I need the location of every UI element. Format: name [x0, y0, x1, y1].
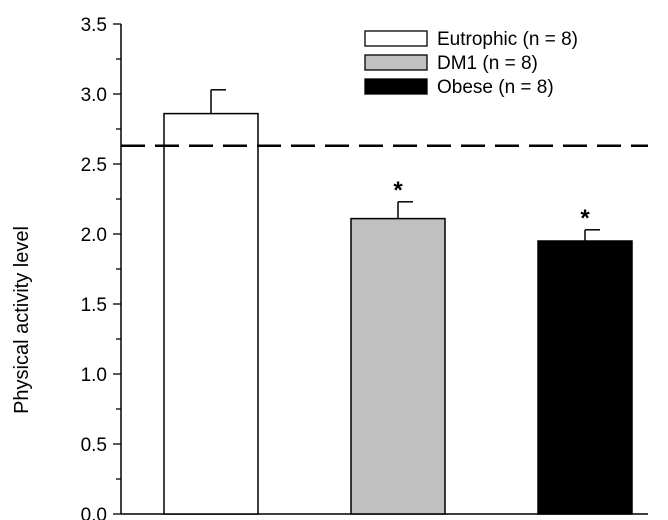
legend-swatch	[364, 54, 428, 71]
y-tick-label: 0.5	[81, 435, 107, 456]
significance-marker: *	[393, 177, 403, 204]
bar	[163, 112, 259, 515]
y-tick-label: 1.0	[81, 365, 107, 386]
y-tick-label: 1.5	[81, 295, 107, 316]
y-tick-label: 3.0	[81, 85, 107, 106]
legend-label: Eutrophic (n = 8)	[437, 29, 578, 50]
y-tick-label: 3.5	[81, 15, 107, 36]
bar	[537, 240, 633, 515]
legend-swatch	[364, 30, 428, 47]
bar	[350, 217, 446, 515]
legend-label: Obese (n = 8)	[437, 77, 554, 98]
y-tick-label: 2.0	[81, 225, 107, 246]
plot-area: 0.0 0.5 1.0 1.5 2.0 2.5 3.0 3.5 * *	[81, 15, 648, 520]
y-tick-label: 2.5	[81, 155, 107, 176]
y-tick-label: 0.0	[81, 505, 107, 520]
legend: Eutrophic (n = 8) DM1 (n = 8) Obese (n = 8…	[364, 29, 578, 98]
legend-swatch	[364, 78, 428, 95]
legend-label: DM1 (n = 8)	[437, 53, 538, 74]
significance-marker: *	[580, 205, 590, 232]
y-axis-title: Physical activity level	[11, 226, 33, 414]
